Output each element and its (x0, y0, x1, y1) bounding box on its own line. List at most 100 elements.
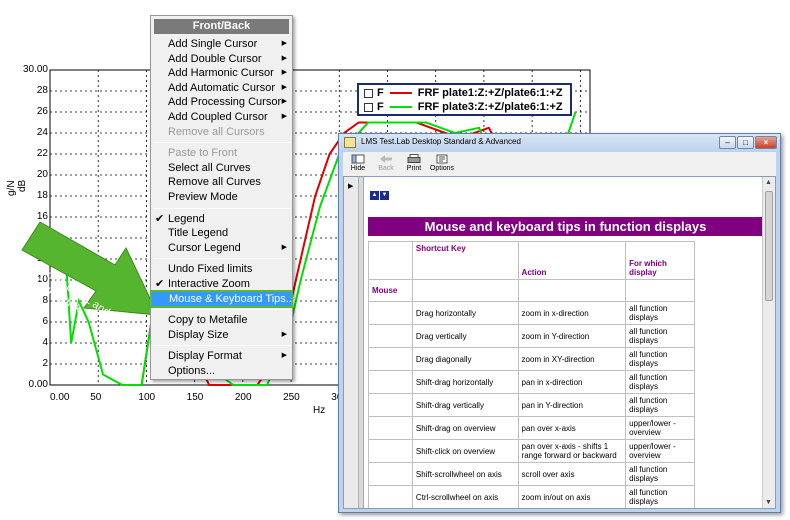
close-button[interactable]: × (755, 136, 777, 149)
table-cell (368, 485, 413, 508)
submenu-arrow-icon: ▶ (281, 352, 287, 360)
y-tick-label: 4 (42, 337, 48, 348)
table-cell: Action (517, 241, 627, 280)
submenu-arrow-icon: ▶ (281, 98, 287, 106)
menu-item-display-format[interactable]: Display Format ▶ (151, 349, 292, 364)
table-cell (517, 279, 627, 302)
back-button[interactable]: Back (373, 154, 399, 172)
table-row: Shift-drag on overview pan over x-axis upp… (368, 416, 695, 440)
menu-item-mouse-keyboard-tips[interactable]: Mouse & Keyboard Tips... (150, 289, 295, 309)
menu-item-cursor-legend[interactable]: Cursor Legend ▶ (151, 241, 292, 256)
table-cell (368, 347, 413, 371)
menu-item-add-double-cursor[interactable]: Add Double Cursor ▶ (151, 52, 292, 67)
menu-item-add-processing-cursor[interactable]: Add Processing Cursor ▶ (151, 95, 292, 110)
scroll-down-icon[interactable]: ▼ (765, 499, 772, 506)
menu-item-label: Remove all Curves (168, 176, 261, 189)
legend-label: FRF plate3:Z:+Z/plate6:1:+Z (417, 101, 563, 113)
table-cell: Drag diagonally (411, 347, 519, 371)
legend-label: FRF plate1:Z:+Z/plate6:1:+Z (417, 87, 563, 99)
table-row: Shift-drag vertically pan in Y-direction a… (368, 393, 695, 417)
menu-item-remove-all-curves[interactable]: Remove all Curves (151, 175, 292, 190)
menu-item-label: Options... (168, 364, 216, 377)
vertical-scrollbar[interactable]: ▲ ▼ (762, 177, 775, 508)
help-toolbar: Hide Back Print Options (343, 152, 776, 176)
menu-item-options[interactable]: Options... (151, 364, 292, 379)
table-cell (625, 279, 695, 302)
y-tick-label: 26 (36, 106, 48, 117)
table-row: Ctrl-scrollwheel on axis zoom in/out on a… (368, 485, 695, 508)
plot-legend[interactable]: F FRF plate1:Z:+Z/plate6:1:+Z F FRF plat… (357, 83, 572, 116)
table-cell (368, 462, 413, 486)
navigation-pane[interactable]: ▶ (344, 177, 359, 508)
menu-item-label: Display Format (168, 350, 242, 363)
minimize-button[interactable]: – (719, 136, 736, 149)
menu-item-label: Copy to Metafile (168, 314, 248, 327)
legend-row[interactable]: F FRF plate1:Z:+Z/plate6:1:+Z (364, 86, 565, 100)
menu-separator (153, 142, 290, 144)
x-unit: Hz (313, 405, 326, 416)
menu-separator (153, 258, 290, 260)
menu-item-add-coupled-cursor[interactable]: Add Coupled Cursor ▶ (151, 110, 292, 125)
hide-button[interactable]: Hide (345, 154, 371, 172)
help-window[interactable]: LMS Test.Lab Desktop Standard & Advanced… (338, 133, 781, 513)
menu-item-title-legend[interactable]: Title Legend (151, 226, 292, 241)
table-cell: Shift-drag vertically (411, 393, 519, 417)
table-cell: all function displays (625, 324, 695, 348)
menu-items: Add Single Cursor ▶ Add Double Cursor ▶ Add … (150, 37, 295, 379)
table-cell (368, 416, 413, 440)
legend-swatch-green (389, 106, 412, 108)
pane-splitter[interactable] (359, 177, 364, 508)
menu-item-label: Interactive Zoom (168, 277, 250, 290)
y-tick-label: 30.00 (22, 64, 48, 75)
table-cell (368, 324, 413, 348)
page-heading: Mouse and keyboard tips in function disp… (368, 217, 763, 236)
y-tick-label: 8 (42, 295, 48, 306)
table-cell: pan in Y-direction (517, 393, 627, 417)
scroll-up-icon[interactable]: ▲ (765, 179, 772, 186)
table-cell: all function displays (625, 462, 695, 486)
menu-item-label: Add Coupled Cursor (168, 110, 268, 123)
y-tick-label: 6 (42, 316, 48, 327)
menu-item-legend[interactable]: ✔ Legend (151, 212, 292, 227)
menu-item-display-size[interactable]: Display Size ▶ (151, 328, 292, 343)
prev-topic-icon[interactable]: ▲ (370, 191, 379, 200)
menu-item-add-single-cursor[interactable]: Add Single Cursor ▶ (151, 37, 292, 52)
nav-arrow-icon[interactable]: ▶ (348, 183, 354, 190)
options-button[interactable]: Options (429, 154, 455, 172)
help-titlebar[interactable]: LMS Test.Lab Desktop Standard & Advanced… (339, 134, 780, 152)
maximize-button[interactable]: □ (737, 136, 754, 149)
callout-arrow-icon (21, 221, 159, 316)
menu-item-preview-mode[interactable]: Preview Mode (151, 190, 292, 205)
x-tick-label: 200 (234, 392, 252, 403)
menu-item-label: Add Automatic Cursor (168, 81, 275, 94)
legend-checkbox[interactable] (364, 102, 373, 112)
menu-item-add-automatic-cursor[interactable]: Add Automatic Cursor ▶ (151, 81, 292, 96)
menu-item-add-harmonic-cursor[interactable]: Add Harmonic Cursor ▶ (151, 66, 292, 81)
context-menu[interactable]: Front/Back Add Single Cursor ▶ Add Double … (150, 15, 295, 380)
submenu-arrow-icon: ▶ (281, 40, 287, 47)
table-cell: pan in x-direction (517, 370, 627, 394)
y-tick-label: 24 (36, 127, 48, 138)
y-tick-label: 0.00 (28, 379, 48, 390)
scroll-thumb[interactable] (765, 191, 773, 301)
table-cell: Shift-click on overview (411, 439, 519, 463)
menu-item-undo-fixed-limits[interactable]: Undo Fixed limits (151, 262, 292, 277)
table-cell: Ctrl-scrollwheel on axis (411, 485, 519, 508)
legend-checkbox[interactable] (364, 88, 373, 98)
submenu-arrow-icon: ▶ (281, 112, 287, 120)
menu-item-copy-to-metafile[interactable]: Copy to Metafile (151, 313, 292, 328)
menu-item-label: Remove all Cursors (168, 125, 265, 138)
y-tick-label: 16 (36, 211, 48, 222)
menu-item-interactive-zoom[interactable]: ✔ Interactive Zoom (151, 277, 292, 292)
menu-item-label: Add Double Cursor (168, 52, 262, 65)
menu-item-select-all-curves[interactable]: Select all Curves (151, 161, 292, 176)
table-cell: upper/lower - overview (625, 416, 695, 440)
x-tick-label: 150 (186, 392, 204, 403)
table-cell: zoom in/out on axis (517, 485, 627, 508)
menu-item-label: Add Processing Cursor (168, 96, 282, 109)
legend-row[interactable]: F FRF plate3:Z:+Z/plate6:1:+Z (364, 100, 565, 114)
table-row: Shift-click on overview pan over x-axis -… (368, 439, 695, 463)
table-cell: Shift-scrollwheel on axis (411, 462, 519, 486)
next-topic-icon[interactable]: ▼ (380, 191, 389, 200)
print-button[interactable]: Print (401, 154, 427, 172)
